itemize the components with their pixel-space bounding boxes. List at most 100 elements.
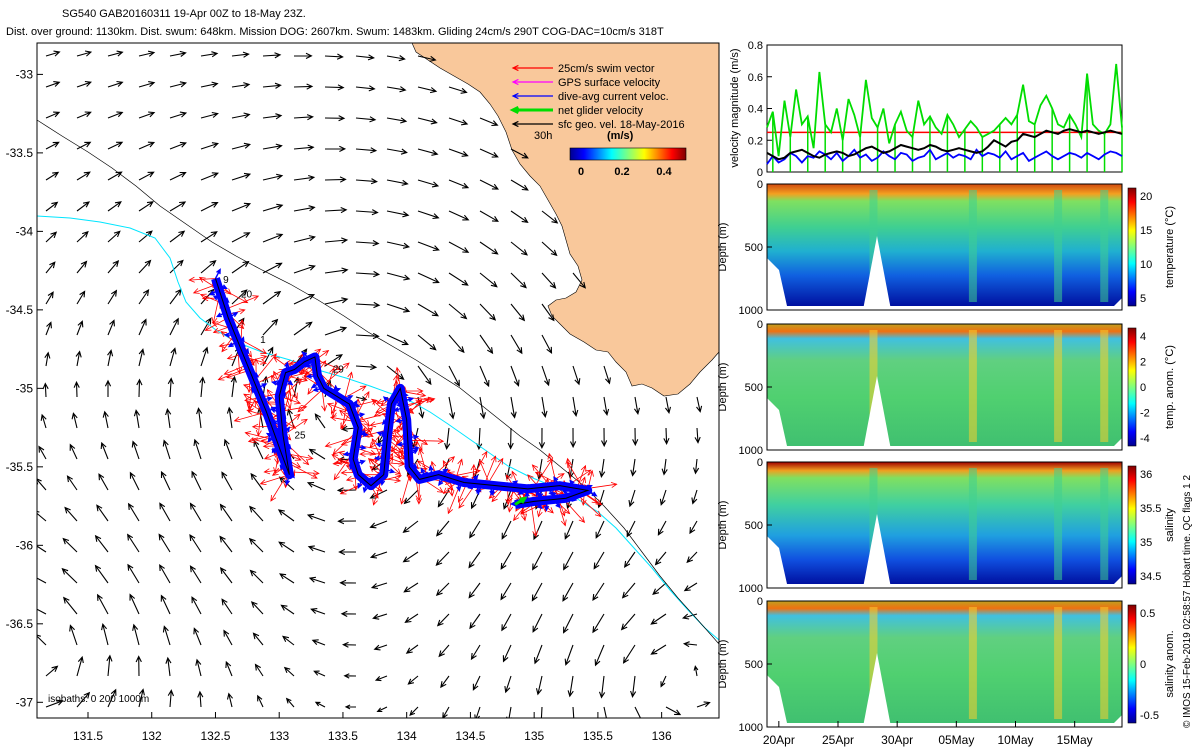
swim-vector — [399, 469, 412, 505]
surface-velocity-arrow — [219, 535, 233, 553]
surface-velocity-arrow — [355, 85, 376, 92]
surface-velocity-arrow — [262, 233, 284, 243]
time-tick-label: 10May — [997, 733, 1033, 747]
surface-velocity-arrow — [200, 346, 209, 367]
section-data — [767, 184, 1122, 306]
surface-velocity-arrow — [195, 658, 202, 677]
surface-velocity-arrow — [231, 172, 252, 181]
surface-velocity-arrow — [200, 142, 219, 150]
surface-velocity-arrow — [564, 520, 574, 540]
surface-velocity-arrow — [682, 641, 698, 648]
surface-velocity-arrow — [279, 573, 295, 584]
surface-velocity-arrow — [225, 660, 233, 677]
surface-velocity-arrow — [479, 148, 499, 158]
surface-velocity-arrow — [127, 502, 140, 522]
surface-velocity-arrow — [324, 115, 346, 122]
surface-velocity-arrow — [386, 303, 411, 313]
section-y-tick-label: 500 — [745, 382, 763, 394]
section-colorbar-label: salinity — [1164, 508, 1176, 542]
surface-velocity-arrow — [219, 503, 233, 522]
surface-velocity-arrow — [448, 303, 468, 320]
surface-velocity-arrow — [107, 319, 115, 336]
surface-velocity-arrow — [45, 665, 59, 677]
surface-velocity-arrow — [541, 396, 548, 418]
section-colorbar-tick: 2 — [1140, 357, 1146, 369]
surface-velocity-arrow — [223, 438, 233, 460]
map-legend: 25cm/s swim vector GPS surface velocity di… — [509, 63, 685, 131]
surface-velocity-arrow — [417, 55, 437, 62]
surface-velocity-arrow — [191, 470, 202, 491]
dive-avg-current-vector — [533, 500, 543, 510]
section-feature — [869, 468, 878, 580]
dive-avg-current-vector — [428, 464, 434, 477]
section-y-tick-label: 0 — [757, 319, 763, 331]
surface-velocity-arrow — [131, 440, 140, 460]
dive-avg-current-vector — [283, 440, 292, 450]
time-tick-label: 20Apr — [763, 733, 795, 747]
surface-velocity-arrow — [404, 613, 419, 623]
surface-velocity-arrow — [262, 52, 282, 59]
dive-avg-current-vector — [537, 487, 544, 500]
surface-velocity-arrow — [500, 582, 512, 601]
surface-velocity-arrow — [468, 551, 481, 569]
surface-velocity-arrow — [200, 81, 219, 88]
legend-label: sfc geo. vel. 18-May-2016 — [558, 119, 685, 131]
surface-velocity-arrow — [440, 675, 450, 689]
surface-velocity-arrow — [567, 675, 574, 698]
section-colorbar-tick: 0 — [1140, 659, 1146, 671]
surface-velocity-arrow — [248, 537, 264, 553]
surface-velocity-arrow — [694, 427, 701, 444]
surface-velocity-arrow — [572, 706, 575, 718]
dive-avg-current-vector — [271, 449, 283, 455]
surface-velocity-arrow — [250, 472, 264, 491]
surface-velocity-arrow — [650, 644, 667, 655]
surface-velocity-arrow — [169, 201, 187, 212]
section-feature — [869, 607, 878, 719]
dive-avg-current-vector — [407, 434, 420, 440]
swim-vector — [533, 457, 553, 489]
surface-velocity-arrow — [64, 506, 78, 522]
surface-velocity-arrow — [200, 111, 219, 119]
velocity-y-tick-label: 0 — [757, 167, 763, 179]
dive-avg-current-vector — [376, 431, 388, 437]
surface-velocity-arrow — [592, 613, 605, 634]
x-tick-label: 134.5 — [455, 729, 485, 743]
surface-velocity-arrow — [37, 634, 47, 646]
surface-velocity-arrow — [293, 52, 313, 59]
surface-velocity-arrow — [169, 317, 179, 336]
surface-velocity-arrow — [45, 111, 61, 119]
surface-velocity-arrow — [564, 644, 574, 666]
section-colorbar-tick: -4 — [1140, 433, 1150, 445]
speed-colorbar-tick: 0 — [578, 166, 584, 178]
surface-velocity-arrow — [262, 262, 283, 274]
surface-velocity-arrow — [262, 290, 282, 305]
surface-velocity-arrow — [468, 582, 481, 599]
section-y-tick-label: 1000 — [739, 305, 763, 317]
dive-avg-current-vector — [550, 491, 561, 500]
dive-avg-current-vector — [279, 407, 286, 418]
surface-velocity-arrow — [506, 706, 513, 718]
swim-vector — [407, 438, 445, 445]
section-y-tick-label: 1000 — [739, 583, 763, 595]
surface-velocity-arrow — [107, 289, 118, 305]
dive-avg-current-vector — [354, 457, 360, 470]
surface-velocity-arrow — [138, 318, 147, 336]
surface-velocity-arrow — [45, 171, 60, 181]
surface-velocity-arrow — [293, 264, 316, 274]
surface-velocity-arrow — [100, 441, 109, 460]
surface-velocity-arrow — [659, 489, 667, 506]
track-day-label: 1 — [260, 335, 266, 346]
surface-velocity-arrow — [386, 179, 409, 186]
section-gap — [863, 236, 891, 310]
dive-avg-current-vector — [565, 496, 578, 502]
surface-velocity-arrow — [76, 171, 91, 181]
dive-avg-current-vector — [261, 396, 274, 402]
swim-vector — [225, 295, 260, 310]
surface-velocity-arrow — [510, 148, 529, 159]
dive-avg-current-vector — [275, 396, 281, 408]
surface-velocity-arrow — [66, 475, 78, 491]
surface-velocity-arrow — [500, 551, 512, 570]
surface-velocity-arrow — [221, 471, 233, 491]
legend-label: 25cm/s swim vector — [558, 63, 655, 75]
